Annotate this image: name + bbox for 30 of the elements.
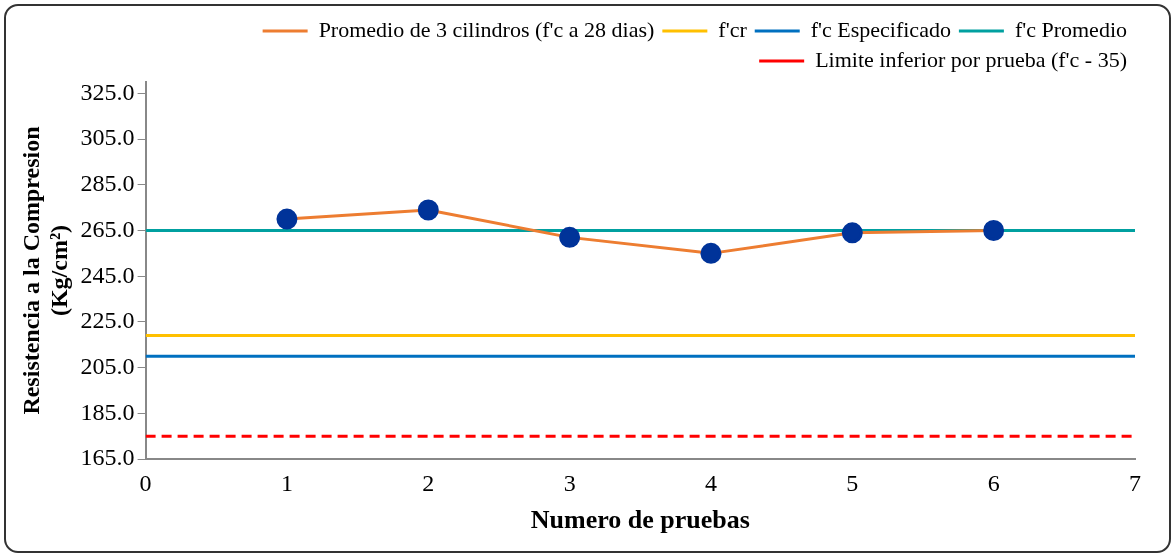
y-axis-title: Resistencia a la Compresion (Kg/cm²)	[17, 126, 73, 415]
x-tick-label: 7	[1129, 469, 1141, 496]
y-tick-label: 265.0	[80, 215, 135, 242]
point	[276, 208, 298, 230]
y-tick-label: 245.0	[80, 261, 135, 288]
legend-label: f'c Especificado	[810, 16, 951, 42]
x-tick-label: 5	[846, 469, 859, 496]
point	[700, 242, 722, 264]
y-tick-label: 305.0	[80, 124, 135, 151]
x-tick-label: 1	[280, 469, 293, 496]
legend-label: f'cr	[718, 16, 748, 42]
y-tick-label: 285.0	[80, 170, 135, 197]
y-tick-label: 165.0	[80, 444, 135, 471]
legend-label: Limite inferior por prueba (f'c - 35)	[815, 46, 1128, 72]
x-tick-label: 0	[139, 469, 152, 496]
y-tick-label: 205.0	[80, 352, 135, 379]
point	[983, 220, 1005, 242]
x-tick-label: 2	[422, 469, 435, 496]
legend-label: f'c Promedio	[1014, 16, 1127, 42]
x-axis-title: Numero de pruebas	[530, 505, 750, 535]
legend-label: Promedio de 3 cilindros (f'c a 28 dias)	[318, 16, 655, 42]
y-tick-label: 185.0	[80, 398, 135, 425]
point	[841, 222, 863, 244]
x-tick-label: 3	[563, 469, 576, 496]
y-tick-label: 325.0	[80, 78, 135, 105]
point	[417, 199, 439, 221]
y-tick-label: 225.0	[80, 307, 135, 334]
x-tick-label: 6	[987, 469, 1000, 496]
x-tick-label: 4	[704, 469, 717, 496]
point	[559, 226, 581, 248]
